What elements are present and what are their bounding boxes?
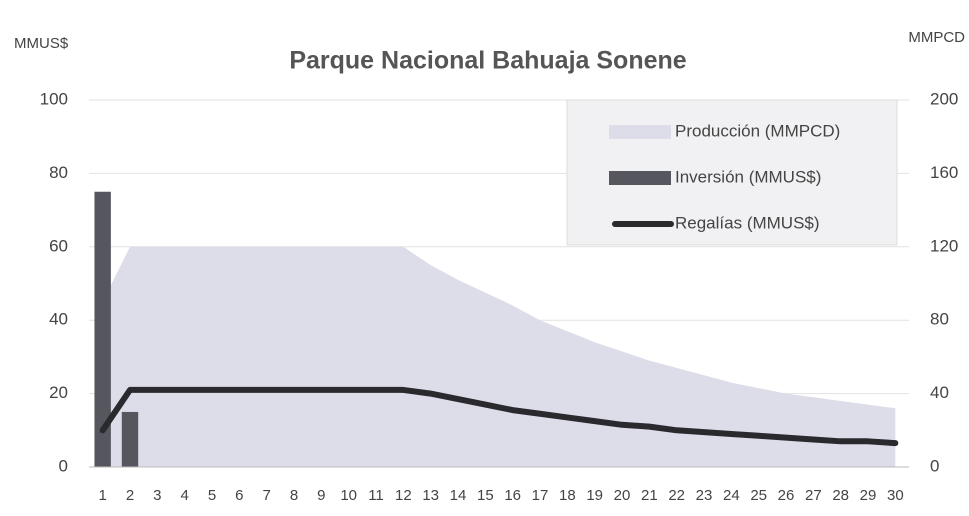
x-tick-label: 10 [340, 487, 357, 504]
y2-tick-label: 200 [930, 89, 958, 108]
x-tick-label: 14 [450, 487, 467, 504]
legend-label: Producción (MMPCD) [675, 121, 840, 140]
x-tick-label: 2 [126, 487, 134, 504]
x-tick-label: 4 [180, 487, 188, 504]
legend-label: Regalías (MMUS$) [675, 213, 820, 232]
x-tick-label: 9 [317, 487, 325, 504]
y2-tick-label: 40 [930, 383, 949, 402]
bar [121, 411, 139, 467]
y-axis-label: MMUS$ [14, 35, 69, 52]
x-tick-label: 21 [641, 487, 658, 504]
y2-tick-label: 160 [930, 163, 958, 182]
y-tick-label: 60 [49, 236, 68, 255]
x-tick-label: 12 [395, 487, 412, 504]
y-tick-label: 40 [49, 310, 68, 329]
x-tick-label: 6 [235, 487, 243, 504]
x-tick-label: 23 [696, 487, 713, 504]
x-tick-label: 20 [614, 487, 631, 504]
y-tick-label: 20 [49, 383, 68, 402]
x-tick-label: 1 [98, 487, 106, 504]
bar [94, 191, 111, 467]
legend-swatch [609, 171, 671, 185]
legend-swatch [609, 125, 671, 139]
x-tick-label: 17 [532, 487, 549, 504]
y-tick-label: 100 [40, 89, 68, 108]
x-tick-label: 7 [262, 487, 270, 504]
y2-tick-label: 80 [930, 310, 949, 329]
x-tick-label: 26 [778, 487, 795, 504]
x-tick-label: 18 [559, 487, 576, 504]
x-tick-label: 13 [422, 487, 439, 504]
x-tick-label: 15 [477, 487, 494, 504]
area [102, 246, 896, 467]
x-tick-label: 27 [805, 487, 822, 504]
x-tick-label: 28 [832, 487, 849, 504]
x-tick-label: 11 [368, 487, 384, 504]
x-tick-label: 24 [723, 487, 740, 504]
y-tick-label: 0 [59, 456, 68, 475]
y-tick-label: 80 [49, 163, 68, 182]
x-tick-label: 30 [887, 487, 904, 504]
x-tick-label: 19 [586, 487, 603, 504]
chart-title: Parque Nacional Bahuaja Sonene [289, 47, 686, 75]
legend-label: Inversión (MMUS$) [675, 167, 821, 186]
x-tick-label: 29 [860, 487, 877, 504]
x-tick-label: 5 [208, 487, 216, 504]
y2-tick-label: 120 [930, 236, 958, 255]
y2-axis-label: MMPCD [908, 29, 965, 46]
x-tick-label: 22 [668, 487, 685, 504]
x-tick-label: 8 [290, 487, 298, 504]
x-tick-label: 16 [504, 487, 521, 504]
x-tick-label: 25 [750, 487, 767, 504]
y2-tick-label: 0 [930, 456, 939, 475]
x-tick-label: 3 [153, 487, 161, 504]
line [99, 386, 899, 447]
